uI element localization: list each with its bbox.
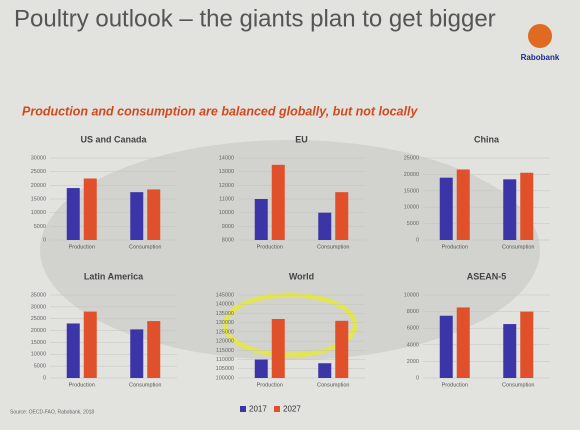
y-tick-label: 11000	[219, 196, 234, 202]
y-tick-label: 0	[43, 237, 46, 243]
y-tick-label: 4000	[407, 342, 419, 348]
x-tick-label: Consumption	[129, 382, 161, 388]
y-tick-label: 10000	[31, 210, 46, 216]
bar	[335, 192, 349, 240]
y-tick-label: 2000	[407, 359, 419, 365]
y-tick-label: 25000	[31, 169, 46, 175]
bar	[254, 199, 268, 240]
x-tick-label: Production	[257, 382, 283, 388]
x-tick-label: Consumption	[502, 382, 534, 388]
panel-title: ASEAN-5	[467, 271, 507, 281]
legend-label: 2027	[283, 405, 301, 414]
bar	[254, 359, 268, 378]
legend-label: 2017	[249, 405, 267, 414]
y-tick-label: 15000	[31, 196, 46, 202]
y-tick-label: 5000	[407, 221, 419, 227]
bar	[271, 164, 285, 240]
bar	[456, 307, 470, 378]
y-tick-label: 125000	[216, 329, 234, 335]
logo-mark	[528, 24, 552, 48]
x-tick-label: Production	[69, 244, 95, 250]
bar	[439, 177, 453, 240]
y-tick-label: 100000	[216, 375, 234, 381]
bar	[66, 323, 80, 378]
x-tick-label: Consumption	[129, 244, 161, 250]
y-tick-label: 110000	[216, 357, 234, 363]
y-tick-label: 15000	[404, 188, 419, 194]
x-tick-label: Production	[69, 382, 95, 388]
slide-title: Poultry outlook – the giants plan to get…	[14, 5, 496, 32]
y-tick-label: 25000	[404, 155, 419, 161]
y-tick-label: 8000	[407, 309, 419, 315]
y-tick-label: 15000	[31, 340, 46, 346]
bar	[520, 311, 534, 378]
panel-title: World	[289, 271, 314, 281]
legend-swatch	[274, 406, 280, 412]
bar	[271, 318, 285, 378]
x-tick-label: Consumption	[317, 382, 349, 388]
y-tick-label: 14000	[219, 155, 234, 161]
y-tick-label: 120000	[216, 339, 234, 345]
y-tick-label: 5000	[34, 224, 46, 230]
panel-title: EU	[295, 134, 308, 144]
panel-title: US and Canada	[80, 134, 147, 144]
x-tick-label: Consumption	[502, 244, 534, 250]
y-tick-label: 10000	[219, 210, 234, 216]
bar	[147, 189, 161, 240]
y-tick-label: 10000	[404, 205, 419, 211]
bar	[503, 324, 517, 378]
bar	[318, 212, 332, 240]
y-tick-label: 12000	[219, 183, 234, 189]
y-tick-label: 35000	[31, 292, 46, 298]
bar	[147, 321, 161, 378]
y-tick-label: 9000	[222, 224, 234, 230]
y-tick-label: 0	[416, 237, 419, 243]
y-tick-label: 0	[416, 375, 419, 381]
bar	[503, 179, 517, 240]
bar	[83, 311, 97, 378]
legend-swatch	[240, 406, 246, 412]
x-tick-label: Production	[442, 244, 468, 250]
bar	[66, 188, 80, 240]
bar	[439, 315, 453, 378]
y-tick-label: 8000	[222, 237, 234, 243]
bar	[130, 192, 144, 240]
y-tick-label: 30000	[31, 304, 46, 310]
bar	[520, 172, 534, 240]
panel-title: Latin America	[84, 271, 144, 281]
y-tick-label: 105000	[216, 366, 234, 372]
y-tick-label: 20000	[31, 328, 46, 334]
source: Source: OECD-FAO, Rabobank, 2018	[10, 409, 94, 415]
y-tick-label: 20000	[31, 183, 46, 189]
logo: Rabobank	[521, 53, 560, 62]
subtitle: Production and consumption are balanced …	[22, 104, 418, 118]
panel-title: China	[474, 134, 500, 144]
y-tick-label: 30000	[31, 155, 46, 161]
y-tick-label: 140000	[216, 302, 234, 308]
y-tick-label: 10000	[31, 352, 46, 358]
x-tick-label: Consumption	[317, 244, 349, 250]
world-map	[40, 140, 540, 360]
y-tick-label: 5000	[34, 364, 46, 370]
y-tick-label: 25000	[31, 316, 46, 322]
bar	[456, 169, 470, 240]
bar	[335, 320, 349, 378]
y-tick-label: 130000	[216, 320, 234, 326]
x-tick-label: Production	[257, 244, 283, 250]
y-tick-label: 20000	[404, 172, 419, 178]
bar	[83, 178, 97, 240]
y-tick-label: 115000	[216, 348, 234, 354]
y-tick-label: 6000	[407, 326, 419, 332]
y-tick-label: 135000	[216, 311, 234, 317]
y-tick-label: 0	[43, 375, 46, 381]
y-tick-label: 10000	[404, 292, 419, 298]
y-tick-label: 145000	[216, 292, 234, 298]
bar	[130, 329, 144, 378]
bar	[318, 363, 332, 378]
y-tick-label: 13000	[219, 169, 234, 175]
x-tick-label: Production	[442, 382, 468, 388]
